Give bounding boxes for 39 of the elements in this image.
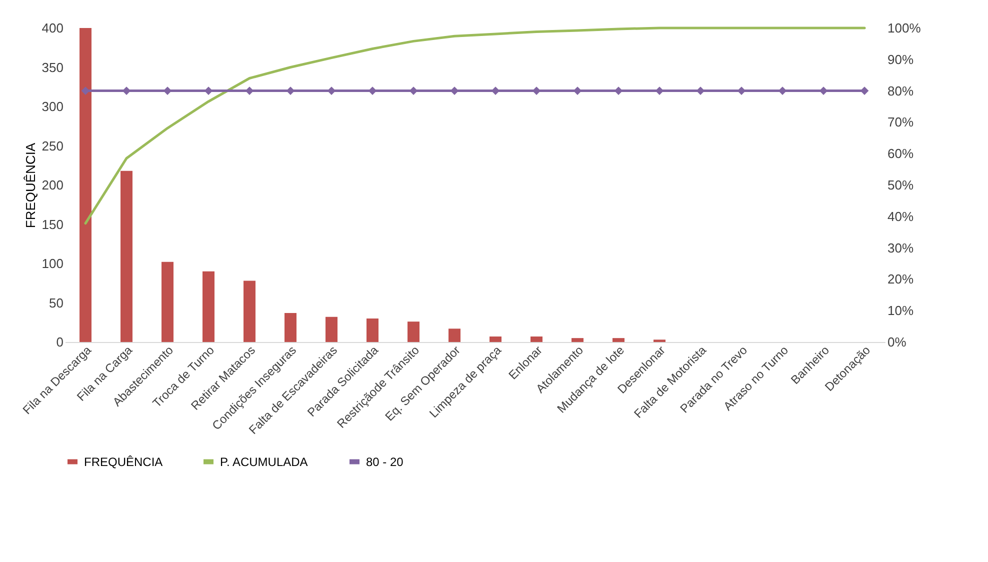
- y-tick-label: 300: [42, 99, 64, 114]
- bar: [162, 262, 174, 342]
- y2-tick-label: 20%: [888, 272, 914, 287]
- bar: [326, 316, 338, 342]
- y-tick-label: 200: [42, 178, 64, 192]
- bar: [408, 322, 420, 342]
- y2-tick-label: 40%: [888, 208, 914, 224]
- bar: [284, 312, 296, 342]
- legend-label: 80 - 20: [366, 454, 404, 469]
- y2-tick-label: 70%: [888, 114, 914, 130]
- y2-tick-label: 100%: [888, 20, 922, 36]
- bar: [202, 271, 214, 342]
- y-tick-label: 50: [49, 295, 64, 310]
- y2-tick-label: 60%: [888, 146, 914, 162]
- line-series: [84, 26, 866, 225]
- y2-tick-label: 80%: [888, 83, 914, 98]
- legend-label: P. ACUMULADA: [220, 454, 308, 469]
- bar: [80, 28, 92, 342]
- y-tick-label: 100: [42, 256, 64, 271]
- bar: [490, 336, 502, 342]
- bar: [572, 338, 584, 342]
- y-tick-label: 400: [42, 20, 64, 36]
- y2-tick-label: 90%: [888, 52, 914, 67]
- y2-tick-label: 10%: [888, 303, 914, 318]
- y-tick-label: 150: [42, 216, 64, 232]
- y-axis-title: FREQUÊNCIA: [22, 142, 38, 228]
- bar: [612, 338, 624, 342]
- y-tick-label: 350: [42, 60, 64, 75]
- y2-tick-label: 50%: [888, 178, 914, 192]
- y-tick-label: 250: [42, 138, 64, 154]
- y2-tick-label: 30%: [888, 240, 914, 256]
- y-tick-label: 0: [56, 334, 64, 350]
- bar: [366, 318, 378, 342]
- bar: [448, 328, 460, 342]
- bar: [530, 336, 542, 342]
- bar: [244, 280, 256, 342]
- legend-label: FREQUÊNCIA: [84, 454, 163, 469]
- y2-tick-label: 0%: [888, 334, 907, 350]
- bar: [120, 170, 132, 342]
